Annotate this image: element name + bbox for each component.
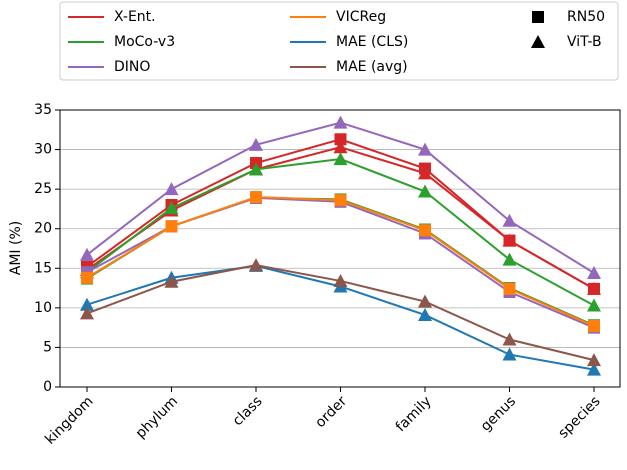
legend-label: VICReg bbox=[336, 9, 386, 25]
legend-marker bbox=[532, 11, 544, 23]
x-tick-label: species bbox=[555, 393, 603, 441]
marker bbox=[164, 274, 179, 288]
y-tick-label: 20 bbox=[34, 221, 52, 237]
marker bbox=[165, 220, 178, 233]
marker bbox=[80, 306, 94, 320]
marker bbox=[334, 133, 347, 146]
x-tick-label: kingdom bbox=[42, 393, 96, 447]
y-axis-label: AMI (%) bbox=[8, 221, 24, 275]
marker bbox=[333, 152, 348, 166]
marker bbox=[249, 162, 263, 176]
marker bbox=[250, 191, 262, 204]
marker bbox=[587, 298, 601, 312]
marker bbox=[502, 252, 517, 266]
legend-marker bbox=[531, 35, 545, 48]
marker bbox=[588, 320, 600, 333]
legend-label: RN50 bbox=[567, 9, 605, 25]
y-tick-label: 0 bbox=[43, 379, 52, 395]
marker bbox=[249, 258, 263, 272]
marker bbox=[503, 282, 516, 295]
x-tick-label: order bbox=[312, 393, 350, 431]
series-line bbox=[86, 146, 595, 290]
x-tick-label: genus bbox=[478, 393, 519, 434]
marker bbox=[587, 362, 601, 376]
marker bbox=[80, 297, 94, 311]
marker bbox=[418, 294, 432, 308]
marker bbox=[502, 347, 517, 361]
plot-frame bbox=[59, 109, 621, 388]
marker bbox=[333, 115, 348, 129]
legend-label: MAE (CLS) bbox=[336, 34, 408, 50]
legend-label: DINO bbox=[114, 59, 150, 75]
marker bbox=[418, 184, 432, 198]
y-tick-label: 15 bbox=[34, 260, 52, 276]
marker bbox=[333, 273, 348, 287]
marker bbox=[419, 224, 431, 237]
marker bbox=[502, 213, 517, 227]
marker bbox=[418, 166, 432, 180]
legend-label: MoCo-v3 bbox=[114, 34, 175, 50]
marker bbox=[587, 353, 601, 367]
marker bbox=[502, 332, 517, 346]
marker bbox=[80, 247, 94, 261]
legend-label: X-Ent. bbox=[114, 9, 156, 25]
y-tick-label: 5 bbox=[43, 339, 52, 355]
marker bbox=[81, 271, 93, 284]
marker bbox=[164, 182, 179, 196]
y-tick-label: 35 bbox=[34, 102, 52, 118]
legend-label: MAE (avg) bbox=[336, 59, 408, 75]
x-tick-label: family bbox=[393, 393, 435, 435]
y-tick-label: 10 bbox=[34, 300, 52, 316]
marker bbox=[334, 194, 347, 207]
y-tick-label: 30 bbox=[34, 142, 52, 158]
legend-label: ViT-B bbox=[567, 34, 602, 50]
marker bbox=[587, 266, 601, 280]
marker bbox=[333, 140, 348, 154]
legend-box bbox=[59, 1, 619, 81]
marker bbox=[502, 233, 517, 247]
y-tick-label: 25 bbox=[34, 181, 52, 197]
x-tick-label: phylum bbox=[133, 393, 181, 441]
marker bbox=[164, 201, 179, 215]
marker bbox=[418, 307, 432, 321]
marker bbox=[418, 142, 432, 156]
marker bbox=[249, 137, 263, 151]
x-tick-label: class bbox=[230, 393, 266, 429]
marker bbox=[587, 281, 601, 295]
